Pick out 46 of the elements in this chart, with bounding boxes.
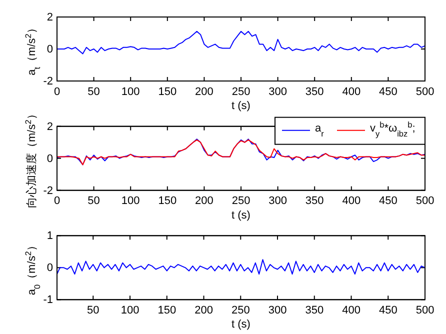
x-tick-label: 100 [121, 86, 140, 98]
y-tick-label: -2 [43, 76, 53, 88]
x-tick-label: 100 [121, 195, 140, 208]
y-tick-label: 0 [46, 262, 53, 274]
y-tick-label: -2 [43, 184, 53, 197]
x-tick-label: 100 [120, 304, 140, 316]
x-tick-label: 450 [379, 86, 398, 98]
legend-label: v$_{y}$$^{b}$*ω$_{ibz}$$^{b}$; [370, 120, 416, 138]
line-series [56, 30, 426, 54]
x-tick-label: 150 [158, 304, 176, 316]
x-tick-label: 300 [268, 195, 287, 208]
x-tick-label: 150 [158, 86, 177, 98]
legend-label: a$_{r}$ [315, 122, 324, 138]
x-tick-label: 400 [342, 195, 361, 208]
x-tick-label: 300 [268, 86, 287, 98]
line-series [56, 259, 426, 275]
x-tick-label: 500 [416, 86, 434, 98]
x-tick-label: 150 [158, 195, 177, 208]
x-axis-title: t (s) [232, 100, 250, 112]
x-axis-title: t (s) [232, 209, 250, 222]
x-tick-label: 350 [305, 304, 324, 316]
x-tick-label: 250 [232, 195, 250, 208]
x-tick-label: 450 [378, 304, 398, 316]
y-tick-label: 0 [46, 44, 53, 56]
x-tick-label: 50 [87, 304, 100, 316]
y-tick-label: 1 [46, 230, 53, 242]
x-tick-label: 200 [195, 86, 214, 98]
x-tick-label: 350 [305, 195, 324, 208]
x-tick-label: 400 [342, 304, 360, 316]
x-tick-label: 250 [232, 86, 250, 98]
x-tick-label: 400 [342, 86, 361, 98]
x-tick-label: 350 [305, 86, 324, 98]
x-tick-label: 500 [416, 195, 434, 208]
x-tick-label: 250 [231, 304, 250, 316]
x-tick-label: 50 [88, 86, 100, 98]
x-tick-label: 300 [268, 304, 287, 316]
y-tick-label: 0 [46, 152, 53, 165]
x-tick-label: 50 [88, 195, 100, 208]
x-tick-label: 500 [416, 304, 434, 316]
x-axis-title: t (s) [232, 318, 250, 331]
x-tick-label: 450 [379, 195, 398, 208]
y-tick-label: -1 [43, 294, 53, 306]
y-tick-label: 2 [46, 12, 53, 24]
y-tick-label: 2 [46, 120, 53, 133]
x-tick-label: 200 [195, 195, 214, 208]
x-tick-label: 200 [194, 304, 213, 316]
